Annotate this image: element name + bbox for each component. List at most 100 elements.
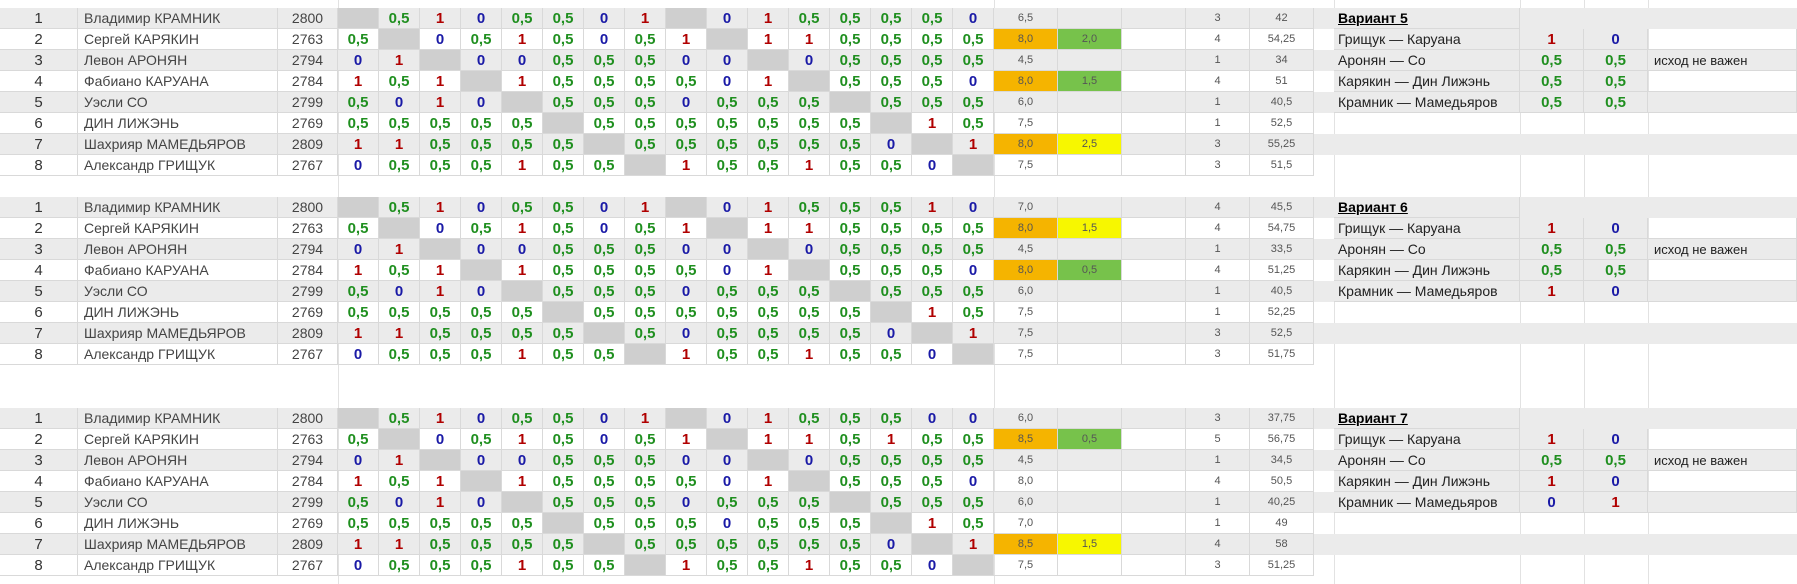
result-cell[interactable]: 1 bbox=[379, 323, 420, 344]
tiebreak-cell[interactable] bbox=[1058, 450, 1122, 471]
result-cell[interactable] bbox=[420, 450, 461, 471]
result-cell[interactable]: 0,5 bbox=[338, 113, 379, 134]
result-cell[interactable]: 1 bbox=[420, 197, 461, 218]
wins-count-cell[interactable]: 3 bbox=[1186, 344, 1250, 365]
total-points-cell[interactable]: 4,5 bbox=[994, 450, 1058, 471]
result-cell[interactable]: 0,5 bbox=[912, 429, 953, 450]
result-cell[interactable]: 0,5 bbox=[543, 281, 584, 302]
result-cell[interactable]: 0,5 bbox=[584, 239, 625, 260]
result-cell[interactable]: 0,5 bbox=[379, 197, 420, 218]
result-cell[interactable] bbox=[338, 8, 379, 29]
result-cell[interactable]: 0,5 bbox=[584, 302, 625, 323]
rating-cell[interactable]: 2800 bbox=[278, 408, 338, 429]
result-cell[interactable]: 0 bbox=[871, 534, 912, 555]
wins-count-cell[interactable]: 3 bbox=[1186, 134, 1250, 155]
result-cell[interactable] bbox=[420, 239, 461, 260]
player-name-cell[interactable]: Фабиано КАРУАНА bbox=[78, 71, 278, 92]
result-cell[interactable]: 1 bbox=[625, 197, 666, 218]
result-cell[interactable]: 1 bbox=[379, 450, 420, 471]
result-cell[interactable]: 0,5 bbox=[625, 134, 666, 155]
variant-result-a[interactable]: 1 bbox=[1520, 29, 1584, 50]
variant-note-cell[interactable] bbox=[1648, 218, 1797, 239]
result-cell[interactable] bbox=[625, 555, 666, 576]
total-points-cell[interactable]: 7,5 bbox=[994, 344, 1058, 365]
result-cell[interactable]: 0,5 bbox=[625, 323, 666, 344]
variant-result-a[interactable]: 0 bbox=[1520, 492, 1584, 513]
result-cell[interactable] bbox=[502, 92, 543, 113]
result-cell[interactable]: 0,5 bbox=[830, 555, 871, 576]
result-cell[interactable]: 0 bbox=[953, 408, 994, 429]
berger-score-cell[interactable]: 37,75 bbox=[1250, 408, 1314, 429]
variant-result-b[interactable]: 0 bbox=[1584, 281, 1648, 302]
result-cell[interactable]: 1 bbox=[420, 408, 461, 429]
rating-cell[interactable]: 2809 bbox=[278, 323, 338, 344]
result-cell[interactable]: 0 bbox=[584, 29, 625, 50]
result-cell[interactable] bbox=[666, 197, 707, 218]
result-cell[interactable]: 1 bbox=[420, 92, 461, 113]
player-name-cell[interactable]: Александр ГРИЩУК bbox=[78, 344, 278, 365]
variant-title[interactable]: Вариант 6 bbox=[1334, 197, 1520, 218]
result-cell[interactable]: 0,5 bbox=[871, 8, 912, 29]
result-cell[interactable]: 0,5 bbox=[748, 534, 789, 555]
result-cell[interactable]: 0,5 bbox=[625, 513, 666, 534]
result-cell[interactable]: 1 bbox=[502, 555, 543, 576]
result-cell[interactable] bbox=[953, 555, 994, 576]
total-points-cell[interactable]: 7,5 bbox=[994, 555, 1058, 576]
result-cell[interactable]: 0,5 bbox=[830, 302, 871, 323]
result-cell[interactable] bbox=[666, 408, 707, 429]
result-cell[interactable] bbox=[912, 134, 953, 155]
result-cell[interactable]: 0,5 bbox=[543, 134, 584, 155]
result-cell[interactable]: 0,5 bbox=[420, 555, 461, 576]
result-cell[interactable]: 0 bbox=[912, 555, 953, 576]
result-cell[interactable]: 0,5 bbox=[830, 408, 871, 429]
player-name-cell[interactable]: ДИН ЛИЖЭНЬ bbox=[78, 113, 278, 134]
result-cell[interactable] bbox=[543, 302, 584, 323]
result-cell[interactable]: 0,5 bbox=[871, 408, 912, 429]
result-cell[interactable]: 0,5 bbox=[666, 302, 707, 323]
result-cell[interactable]: 0,5 bbox=[379, 513, 420, 534]
result-cell[interactable]: 1 bbox=[420, 260, 461, 281]
result-cell[interactable] bbox=[953, 344, 994, 365]
result-cell[interactable]: 0,5 bbox=[584, 555, 625, 576]
tiebreak-cell[interactable] bbox=[1058, 92, 1122, 113]
total-points-cell[interactable]: 6,0 bbox=[994, 408, 1058, 429]
result-cell[interactable]: 0 bbox=[420, 218, 461, 239]
result-cell[interactable]: 0,5 bbox=[666, 471, 707, 492]
variant-note-cell[interactable] bbox=[1648, 92, 1797, 113]
result-cell[interactable]: 0,5 bbox=[543, 8, 584, 29]
variant-result-a[interactable]: 0,5 bbox=[1520, 92, 1584, 113]
berger-score-cell[interactable]: 52,5 bbox=[1250, 323, 1314, 344]
result-cell[interactable]: 1 bbox=[379, 534, 420, 555]
result-cell[interactable]: 0,5 bbox=[584, 260, 625, 281]
result-cell[interactable]: 1 bbox=[912, 113, 953, 134]
player-name-cell[interactable]: Уэсли СО bbox=[78, 492, 278, 513]
rating-cell[interactable]: 2784 bbox=[278, 471, 338, 492]
player-name-cell[interactable]: Шахрияр МАМЕДЬЯРОВ bbox=[78, 134, 278, 155]
empty-cell[interactable] bbox=[1122, 344, 1186, 365]
result-cell[interactable]: 0,5 bbox=[420, 155, 461, 176]
result-cell[interactable] bbox=[625, 155, 666, 176]
result-cell[interactable]: 0,5 bbox=[748, 302, 789, 323]
result-cell[interactable]: 0,5 bbox=[461, 134, 502, 155]
wins-count-cell[interactable]: 3 bbox=[1186, 323, 1250, 344]
result-cell[interactable]: 0,5 bbox=[666, 134, 707, 155]
variant-result-a[interactable]: 0,5 bbox=[1520, 260, 1584, 281]
result-cell[interactable]: 0,5 bbox=[830, 323, 871, 344]
total-points-cell[interactable]: 4,5 bbox=[994, 239, 1058, 260]
result-cell[interactable]: 0,5 bbox=[379, 302, 420, 323]
result-cell[interactable] bbox=[584, 323, 625, 344]
variant-result-a[interactable]: 1 bbox=[1520, 429, 1584, 450]
result-cell[interactable]: 0 bbox=[420, 29, 461, 50]
result-cell[interactable]: 1 bbox=[502, 218, 543, 239]
result-cell[interactable] bbox=[666, 8, 707, 29]
row-number-cell[interactable]: 1 bbox=[0, 408, 78, 429]
result-cell[interactable]: 0,5 bbox=[625, 492, 666, 513]
result-cell[interactable]: 0,5 bbox=[707, 155, 748, 176]
result-cell[interactable]: 1 bbox=[789, 155, 830, 176]
wins-count-cell[interactable]: 1 bbox=[1186, 492, 1250, 513]
player-name-cell[interactable]: Шахрияр МАМЕДЬЯРОВ bbox=[78, 323, 278, 344]
result-cell[interactable]: 0 bbox=[707, 197, 748, 218]
result-cell[interactable]: 0,5 bbox=[953, 513, 994, 534]
berger-score-cell[interactable]: 52,5 bbox=[1250, 113, 1314, 134]
empty-cell[interactable] bbox=[1122, 534, 1186, 555]
